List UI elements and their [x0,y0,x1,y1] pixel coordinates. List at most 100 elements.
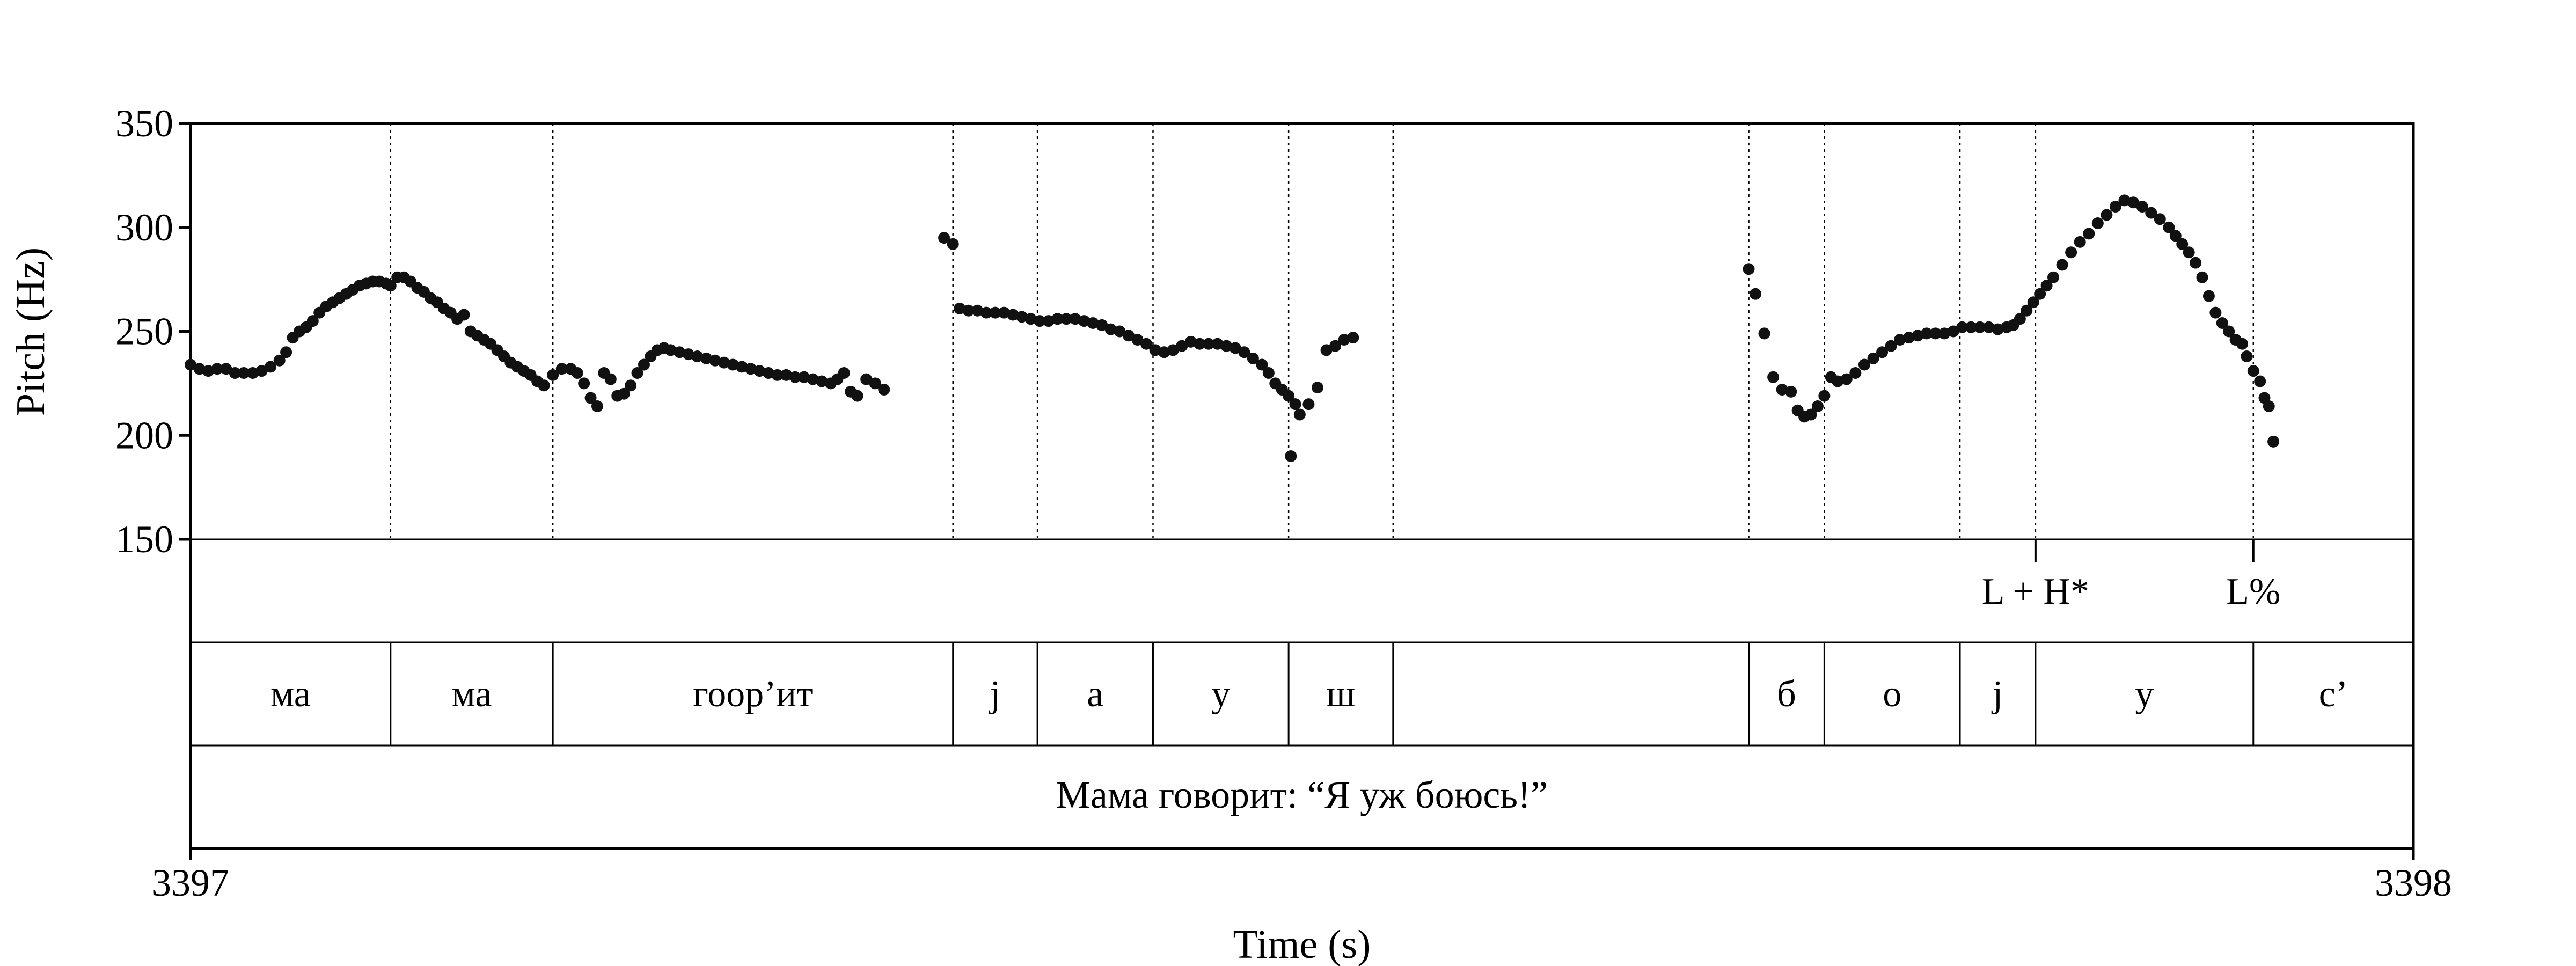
pitch-point [989,306,1001,319]
pitch-point [1894,334,1906,346]
y-tick-label: 200 [115,414,173,457]
pitch-point [771,369,784,381]
figure-frame [189,122,2415,850]
pitch-point [851,390,863,402]
pitch-point [1122,330,1135,342]
pitch-point [2074,236,2086,248]
segment-label: ш [1327,674,1356,715]
pitch-point [1785,385,1797,398]
pitch-point [255,365,268,377]
pitch-point [1992,323,2004,335]
pitch-point [2190,257,2202,269]
pitch-point [1051,313,1064,325]
pitch-point [860,373,873,385]
pitch-point [2091,217,2104,229]
segment-label: у [1211,674,1230,715]
pitch-point [1211,338,1224,350]
pitch-point [1840,373,1853,385]
segment-label: о [1883,674,1901,715]
pitch-point [816,375,828,387]
pitch-point [625,379,637,392]
pitch-point [1289,398,1301,411]
pitch-point [1758,327,1770,340]
pitch-point [1347,332,1359,344]
pitch-point [1034,315,1046,327]
segment-label: ма [270,674,311,715]
pitch-point [1982,321,1995,333]
pitch-point [1087,317,1099,329]
y-tick-label: 150 [115,518,173,561]
pitch-point [727,358,739,371]
pitch-point [202,365,215,377]
pitch-point [2034,288,2046,300]
pitch-point [220,363,232,375]
pitch-point [971,304,984,317]
y-axis-title: Pitch (Hz) [8,247,53,416]
pitch-point [1104,323,1117,335]
segment-label: у [2135,674,2154,715]
pitch-point [1114,325,1126,338]
pitch-point [1069,313,1081,325]
pitch-point [1247,352,1259,364]
pitch-point [2176,238,2189,250]
x-axis: 3397 3398 [152,848,2452,904]
pitch-point [384,280,397,292]
tone-label: L% [2226,571,2280,612]
pitch-point [718,356,730,369]
pitch-point [1194,338,1206,350]
tone-tier: L + H* L% [1982,539,2280,612]
pitch-point [691,350,704,362]
pitch-point [1096,319,1108,331]
pitch-point [2247,365,2259,377]
pitch-point [2209,306,2222,319]
pitch-point [185,358,196,371]
pitch-point [1262,367,1275,379]
pitch-point [2196,271,2208,283]
y-tick-label: 300 [115,206,173,249]
pitch-point [954,302,966,314]
pitch-point [2040,280,2053,292]
pitch-point [1912,330,1924,342]
pitch-point [229,367,241,379]
pitch-point [2223,325,2235,338]
pitch-point [265,361,277,373]
pitch-point [1867,352,1879,364]
pitch-point [273,354,286,367]
pitch-point [744,363,757,375]
pitch-point [1749,288,1761,300]
pitch-point [753,365,766,377]
pitch-point [1858,358,1870,371]
pitch-point [547,369,559,381]
pitch-point [2021,304,2033,317]
segment-label: ма [452,674,492,715]
pitch-point [555,363,568,375]
pitch-point [1285,450,1297,462]
pitch-point [1818,390,1831,402]
segment-label: а [1087,674,1103,715]
pitch-point [538,379,550,392]
pitch-point [1176,340,1188,352]
pitch-point [962,304,975,317]
pitch-point [1938,327,1951,340]
pitch-point [2056,259,2068,271]
pitch-point [780,369,793,381]
pitch-point [246,367,259,379]
pitch-point [664,344,677,356]
pitch-point [709,354,721,367]
x-axis-title: Time (s) [1233,922,1371,966]
pitch-point [1158,346,1170,358]
pitch-point [1743,263,1755,275]
pitch-point [2241,350,2253,362]
pitch-point [1229,342,1241,354]
pitch-point [2065,246,2077,259]
pitch-point [674,346,686,358]
pitch-point [2202,290,2215,302]
pitch-point [2027,296,2039,309]
pitch-point [578,377,590,390]
pitch-point [2127,196,2140,209]
pitch-point [1876,346,1889,358]
pitch-point [193,363,206,375]
pitch-point [1320,344,1333,356]
pitch-point [1811,400,1824,412]
